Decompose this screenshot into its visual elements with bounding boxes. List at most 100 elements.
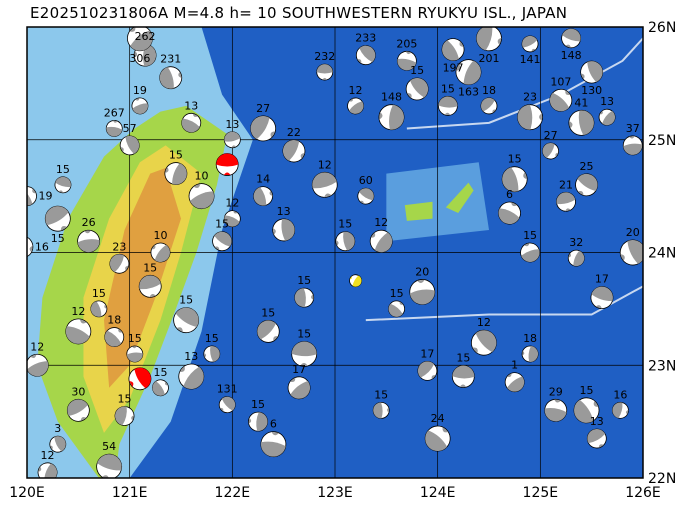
event-mechanism[interactable]	[408, 278, 436, 306]
event-mechanism[interactable]	[35, 460, 60, 485]
event-mechanism[interactable]	[246, 111, 280, 145]
main-event-mechanism[interactable]	[347, 272, 363, 288]
event-mechanism[interactable]	[284, 372, 315, 403]
event-mechanism[interactable]	[157, 64, 184, 91]
event-mechanism[interactable]	[567, 109, 596, 138]
event-mechanism[interactable]	[222, 208, 243, 229]
event-mechanism[interactable]	[559, 26, 583, 50]
event-mechanism[interactable]	[611, 401, 630, 420]
event-mechanism[interactable]	[355, 185, 377, 207]
depth-label: 17	[420, 347, 434, 360]
event-mechanism[interactable]	[94, 451, 125, 482]
event-mechanism[interactable]	[137, 273, 164, 300]
event-mechanism[interactable]	[89, 299, 109, 319]
event-mechanism[interactable]	[223, 130, 242, 149]
depth-label: 232	[314, 50, 335, 63]
event-mechanism[interactable]	[309, 170, 340, 201]
event-mechanism[interactable]	[41, 202, 75, 236]
event-mechanism[interactable]	[62, 315, 95, 348]
event-mechanism[interactable]	[577, 58, 606, 87]
event-mechanism[interactable]	[53, 175, 73, 195]
event-mechanism[interactable]	[251, 184, 275, 208]
event-mechanism[interactable]	[279, 136, 309, 166]
event-mechanism[interactable]	[438, 96, 458, 116]
depth-label: 15	[92, 287, 106, 300]
event-mechanism[interactable]	[344, 95, 366, 117]
event-mechanism[interactable]	[178, 110, 204, 136]
event-mechanism[interactable]	[438, 34, 468, 64]
event-mechanism[interactable]	[169, 303, 204, 338]
event-mechanism[interactable]	[122, 21, 157, 56]
event-mechanism[interactable]	[584, 426, 610, 452]
event-mechanism[interactable]	[271, 218, 296, 243]
event-mechanism[interactable]	[385, 298, 408, 321]
event-mechanism[interactable]	[105, 119, 123, 137]
event-mechanism[interactable]	[517, 104, 543, 131]
event-mechanism[interactable]	[499, 164, 530, 195]
event-mechanism[interactable]	[521, 345, 539, 363]
event-mechanism[interactable]	[106, 251, 132, 277]
event-mechanism[interactable]	[316, 63, 334, 81]
event-mechanism[interactable]	[149, 377, 171, 399]
event-mechanism[interactable]	[162, 159, 190, 187]
event-mechanism[interactable]	[420, 421, 455, 456]
event-mechanism[interactable]	[622, 135, 643, 156]
event-mechanism[interactable]	[352, 42, 379, 69]
event-mechanism[interactable]	[474, 23, 505, 54]
event-mechanism[interactable]	[402, 74, 433, 105]
event-mechanism[interactable]	[259, 430, 288, 459]
event-mechanism[interactable]	[519, 33, 541, 55]
event-mechanism[interactable]	[113, 405, 136, 428]
event-mechanism[interactable]	[203, 345, 222, 364]
depth-label: 13	[277, 205, 291, 218]
event-mechanism[interactable]	[248, 411, 269, 432]
event-mechanism[interactable]	[174, 359, 209, 394]
recent-event-mechanism[interactable]	[125, 364, 155, 394]
event-mechanism[interactable]	[414, 357, 441, 384]
event-mechanism[interactable]	[253, 316, 284, 347]
event-mechanism[interactable]	[566, 248, 587, 269]
event-mechanism[interactable]	[185, 180, 218, 213]
event-mechanism[interactable]	[130, 96, 151, 117]
event-mechanism[interactable]	[147, 239, 174, 266]
event-mechanism[interactable]	[501, 369, 528, 396]
event-mechanism[interactable]	[63, 395, 93, 425]
event-mechanism[interactable]	[543, 398, 568, 423]
depth-label: 41	[574, 96, 588, 109]
event-mechanism[interactable]	[77, 229, 101, 253]
event-mechanism[interactable]	[366, 226, 397, 257]
event-mechanism[interactable]	[596, 106, 618, 128]
event-mechanism[interactable]	[126, 345, 144, 363]
event-mechanism[interactable]	[101, 324, 128, 351]
event-mechanism[interactable]	[616, 236, 649, 269]
event-mechanism[interactable]	[495, 198, 524, 227]
event-mechanism[interactable]	[466, 325, 501, 360]
event-mechanism[interactable]	[545, 85, 576, 116]
depth-label: 24	[431, 412, 445, 425]
depth-label: 12	[41, 449, 55, 462]
depth-label: 21	[559, 178, 573, 191]
event-mechanism[interactable]	[569, 393, 604, 428]
event-mechanism[interactable]	[291, 341, 318, 367]
event-mechanism[interactable]	[216, 393, 239, 416]
event-mechanism[interactable]	[372, 401, 390, 419]
event-mechanism[interactable]	[452, 56, 485, 89]
event-mechanism[interactable]	[334, 230, 356, 252]
event-mechanism[interactable]	[571, 170, 602, 201]
event-mechanism[interactable]	[588, 284, 616, 312]
event-mechanism[interactable]	[451, 365, 475, 388]
event-mechanism[interactable]	[23, 351, 52, 380]
event-mechanism[interactable]	[209, 228, 235, 254]
event-mechanism[interactable]	[47, 433, 68, 454]
event-mechanism[interactable]	[540, 140, 562, 162]
event-mechanism[interactable]	[117, 133, 143, 159]
event-mechanism[interactable]	[396, 50, 418, 72]
event-mechanism[interactable]	[294, 287, 315, 308]
recent-event-mechanism[interactable]	[215, 153, 239, 176]
compressional-quadrant	[175, 307, 199, 327]
event-mechanism[interactable]	[14, 183, 40, 209]
event-mechanism[interactable]	[378, 103, 406, 131]
event-mechanism[interactable]	[518, 240, 543, 265]
event-mechanism[interactable]	[555, 190, 578, 213]
event-mechanism[interactable]	[478, 95, 501, 118]
